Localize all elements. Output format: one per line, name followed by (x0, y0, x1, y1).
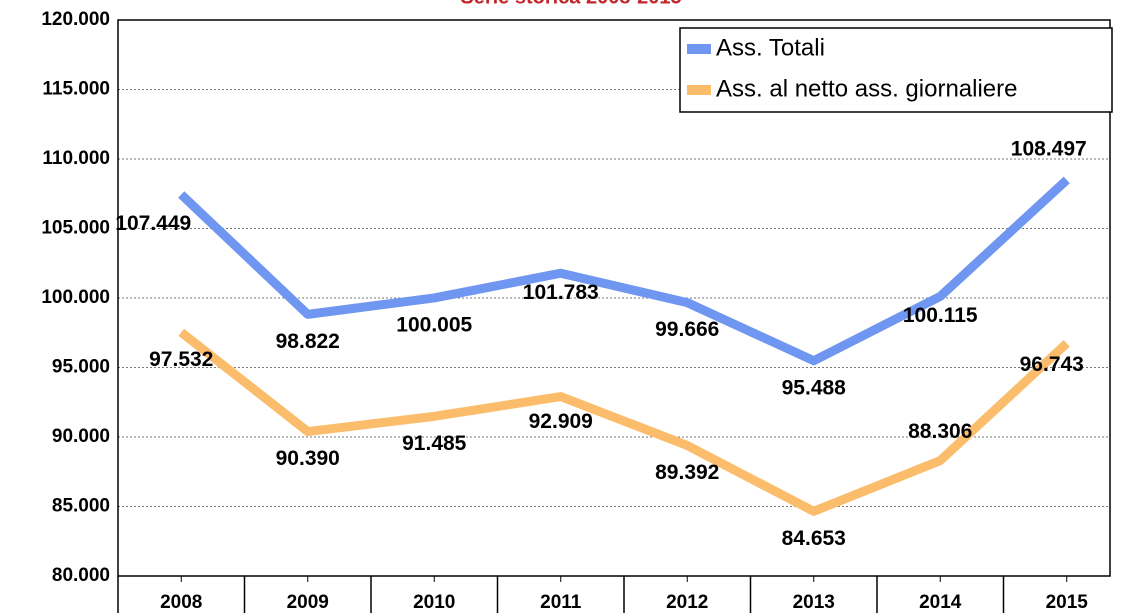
x-tick-label: 2013 (793, 592, 835, 613)
data-label: 107.449 (115, 212, 191, 235)
y-tick-label: 80.000 (52, 565, 110, 586)
y-tick-label: 115.000 (42, 79, 110, 100)
data-label: 84.653 (782, 527, 846, 550)
data-label: 100.005 (396, 313, 472, 336)
data-label: 88.306 (908, 420, 972, 443)
x-tick-label: 2014 (919, 592, 962, 613)
y-tick-label: 90.000 (52, 426, 110, 447)
data-label: 92.909 (529, 410, 593, 433)
plot-frame (117, 19, 1111, 577)
series-line (178, 328, 1070, 516)
y-tick-label: 120.000 (41, 9, 110, 30)
y-tick-label: 95.000 (52, 357, 110, 378)
data-label: 100.115 (903, 304, 978, 327)
x-tick-label: 2009 (287, 592, 329, 613)
x-tick-label: 2015 (1046, 592, 1089, 613)
legend-swatch (687, 85, 711, 95)
y-tick-label: 85.000 (52, 496, 110, 517)
data-label: 98.822 (276, 330, 340, 353)
x-tick-label: 2012 (666, 592, 708, 613)
data-label: 97.532 (149, 348, 213, 371)
x-tick-label: 2011 (540, 592, 582, 613)
legend-box (679, 27, 1113, 113)
data-label: 95.488 (782, 376, 847, 399)
y-tick-label: 110.000 (42, 148, 110, 169)
legend-label: Ass. Totali (716, 34, 825, 61)
data-label: 99.666 (655, 318, 719, 341)
data-label: 90.390 (276, 447, 340, 470)
chart-title: Serie storica 2008-2015 (460, 0, 681, 8)
series-line (178, 176, 1070, 366)
data-label: 91.485 (402, 432, 467, 455)
legend-swatch (687, 44, 711, 54)
data-label: 89.392 (655, 461, 719, 484)
x-tick-label: 2010 (413, 592, 455, 613)
legend-label: Ass. al netto ass. giornaliere (716, 75, 1018, 102)
data-label: 108.497 (1011, 137, 1087, 160)
data-label: 101.783 (523, 281, 599, 304)
data-label: 96.743 (1020, 353, 1084, 376)
x-tick-label: 2008 (160, 592, 202, 613)
y-tick-label: 100.000 (41, 287, 110, 308)
y-tick-label: 105.000 (41, 218, 110, 239)
